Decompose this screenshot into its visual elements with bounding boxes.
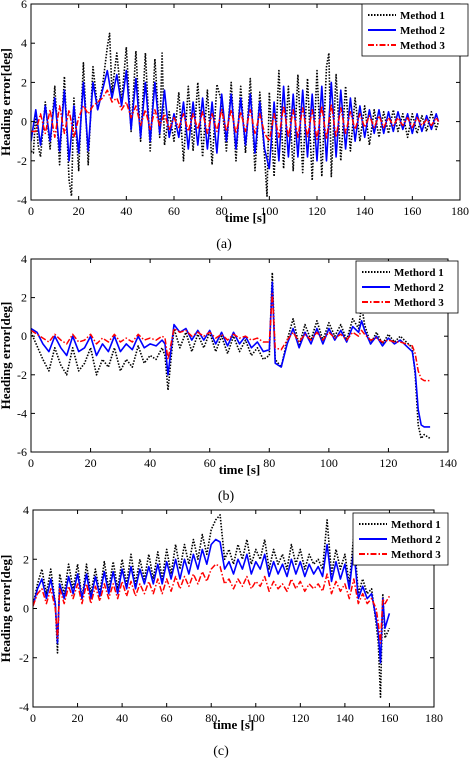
y-tick-label: 0 <box>21 115 27 129</box>
series-line-3 <box>31 292 431 382</box>
y-tick-label: -2 <box>19 651 29 665</box>
x-axis-label: time [s] <box>213 717 255 732</box>
x-tick-label: 60 <box>204 456 216 470</box>
x-tick-label: 0 <box>30 711 36 725</box>
y-tick-label: -2 <box>17 154 27 168</box>
x-tick-label: 0 <box>28 204 34 218</box>
legend-label-1: Methord 1 <box>391 519 441 531</box>
x-tick-label: 20 <box>72 711 84 725</box>
x-tick-label: 140 <box>439 456 457 470</box>
legend-label-2: Method 2 <box>400 25 445 37</box>
y-axis-label: Heading error[deg] <box>0 555 13 663</box>
legend-label-1: Method 1 <box>400 10 445 22</box>
plot-frame <box>30 258 449 453</box>
legend-label-3: Methord 3 <box>391 549 441 561</box>
panel-label: (b) <box>218 489 235 504</box>
y-tick-label: 2 <box>21 291 27 305</box>
legend: Method 1 Method 2 Method 3 <box>361 3 469 57</box>
x-tick-label: 40 <box>144 456 156 470</box>
x-tick-label: 120 <box>308 204 326 218</box>
x-tick-label: 100 <box>260 204 278 218</box>
x-tick-label: 80 <box>205 711 217 725</box>
x-tick-label: 20 <box>85 456 97 470</box>
y-tick-label: 0 <box>23 602 29 616</box>
x-tick-label: 160 <box>403 204 421 218</box>
y-tick-label: -4 <box>17 193 27 207</box>
x-tick-label: 40 <box>116 711 128 725</box>
panel-label: (a) <box>216 237 232 252</box>
y-axis-label: Heading error[deg] <box>0 302 13 410</box>
series-line-3 <box>31 89 440 142</box>
x-axis-label: time [s] <box>225 210 267 225</box>
x-tick-label: 140 <box>336 711 354 725</box>
chart-panel-2: 0 20 40 60 80 100 120 140 160 180 -4 -2 0 2 4 time [s] H… <box>0 503 449 759</box>
x-tick-label: 40 <box>120 204 132 218</box>
y-tick-label: 6 <box>21 0 27 11</box>
series-line-3 <box>33 563 391 644</box>
x-tick-label: 180 <box>451 204 469 218</box>
y-tick-label: 2 <box>21 75 27 89</box>
x-tick-label: 100 <box>247 711 265 725</box>
x-tick-label: 160 <box>380 711 398 725</box>
y-tick-label: -2 <box>17 368 27 382</box>
y-tick-label: -6 <box>17 445 27 459</box>
x-tick-label: 80 <box>263 456 275 470</box>
legend-label-3: Methord 3 <box>394 297 444 309</box>
legend: Methord 1 Methord 2 Methord 3 <box>355 260 459 314</box>
y-tick-label: -4 <box>17 406 27 420</box>
y-tick-label: 4 <box>21 252 27 266</box>
x-axis-label: time [s] <box>219 462 261 477</box>
y-tick-label: 4 <box>21 36 27 50</box>
legend-label-3: Method 3 <box>400 40 445 52</box>
x-tick-label: 120 <box>291 711 309 725</box>
plot-frame <box>30 3 461 201</box>
legend-label-2: Methord 2 <box>391 534 441 546</box>
y-tick-label: 2 <box>23 552 29 566</box>
x-tick-label: 100 <box>320 456 338 470</box>
x-tick-label: 0 <box>28 456 34 470</box>
legend-label-1: Methord 1 <box>394 267 444 279</box>
y-tick-label: -4 <box>19 700 29 714</box>
legend: Methord 1 Methord 2 Methord 3 <box>352 512 449 566</box>
x-tick-label: 180 <box>425 711 443 725</box>
y-axis-label: Heading error[deg] <box>0 48 13 156</box>
series-line-1 <box>33 514 391 698</box>
chart-panel-0: 0 20 40 60 80 100 120 140 160 180 -4 -2 0 2 4 6 time [s]… <box>0 0 469 252</box>
chart-panel-1: 0 20 40 60 80 100 120 140 -6 -4 -2 0 2 4 time [s] Headi… <box>0 252 459 504</box>
panel-label: (c) <box>213 744 229 759</box>
series-line-2 <box>31 69 440 170</box>
x-tick-label: 20 <box>73 204 85 218</box>
series-line-2 <box>31 281 431 428</box>
x-tick-label: 120 <box>379 456 397 470</box>
y-tick-label: 0 <box>21 329 27 343</box>
series-line-2 <box>33 538 391 664</box>
x-tick-label: 60 <box>168 204 180 218</box>
legend-label-2: Methord 2 <box>394 282 444 294</box>
y-tick-label: 4 <box>23 503 29 517</box>
x-tick-label: 140 <box>356 204 374 218</box>
x-tick-label: 60 <box>161 711 173 725</box>
x-tick-label: 80 <box>216 204 228 218</box>
